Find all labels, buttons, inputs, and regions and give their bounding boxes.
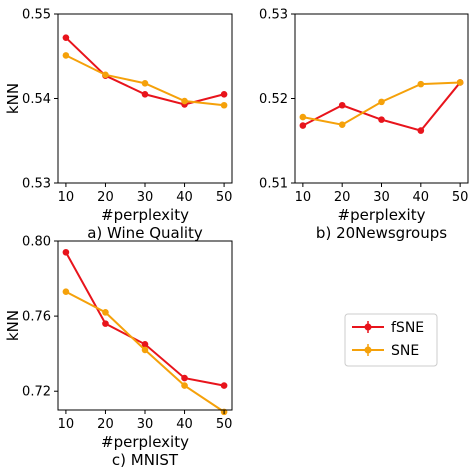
chart1-xtick-label-2: 30	[373, 190, 390, 205]
chart1-ytick-label-1: 0.52	[259, 92, 288, 107]
legend-marker-fsne	[364, 323, 372, 331]
chart0-xtick-label-1: 20	[97, 190, 114, 205]
chart2-ytick-label-1: 0.76	[22, 310, 51, 325]
chart2-xtick-label-0: 10	[58, 417, 75, 432]
chart1-point-sne-1	[338, 121, 346, 128]
chart2-point-fsne-2	[141, 340, 149, 348]
chart0-xlabel: #perplexity	[101, 206, 189, 224]
chart0-ytick-label-2: 0.55	[22, 8, 51, 23]
chart2-caption: c) MNIST	[112, 451, 179, 469]
chart0-xtick-label-3: 40	[176, 190, 193, 205]
chart1-point-sne-0	[299, 113, 307, 121]
legend-marker-sne	[364, 346, 372, 354]
chart2-point-sne-3	[181, 382, 188, 389]
chart0-point-sne-0	[62, 52, 70, 59]
legend-entry-sne: SNE	[352, 343, 419, 359]
chart1-point-fsne-2	[378, 116, 385, 123]
chart2-xtick-label-1: 20	[97, 417, 114, 432]
chart1-point-sne-3	[417, 80, 425, 88]
chart0-point-sne-1	[102, 71, 109, 79]
legend-label-sne: SNE	[391, 343, 419, 359]
chart1-point-sne-2	[378, 98, 385, 106]
chart1-point-fsne-1	[338, 101, 346, 109]
legend: fSNE SNE	[344, 313, 438, 367]
legend-label-fsne: fSNE	[391, 320, 424, 336]
chart1-ytick-label-0: 0.51	[259, 177, 288, 192]
chart1-xtick-label-4: 50	[452, 190, 469, 205]
chart2-ytick-label-2: 0.80	[22, 235, 51, 250]
chart2-xlabel: #perplexity	[101, 433, 189, 451]
chart1-ytick-label-2: 0.53	[259, 8, 288, 23]
chart0-point-fsne-0	[62, 34, 70, 41]
chart0-point-sne-3	[181, 97, 188, 105]
chart2-ylabel: kNN	[4, 310, 22, 341]
chart1-xtick-label-3: 40	[413, 190, 430, 205]
chart0-xtick-label-4: 50	[216, 190, 233, 205]
chart2-point-fsne-4	[220, 382, 228, 389]
chart1-caption: b) 20Newsgroups	[316, 224, 447, 242]
chart0-point-sne-4	[220, 101, 228, 109]
chart2-ytick-label-0: 0.72	[22, 385, 51, 400]
chart1-point-sne-4	[456, 79, 464, 86]
chart0-ytick-label-1: 0.54	[22, 92, 51, 107]
chart1-point-fsne-0	[299, 122, 307, 129]
chart0-ylabel: kNN	[4, 83, 22, 114]
chart2-line-fsne	[65, 251, 225, 387]
chart0-point-fsne-4	[220, 90, 228, 98]
chart0-point-sne-2	[141, 79, 149, 87]
chart1-xlabel: #perplexity	[338, 206, 426, 224]
chart2-point-fsne-1	[102, 320, 109, 327]
chart2-xtick-label-2: 30	[137, 417, 154, 432]
chart0-xtick-label-0: 10	[58, 190, 75, 205]
legend-entry-fsne: fSNE	[352, 320, 424, 336]
chart2-point-fsne-3	[181, 374, 188, 382]
chart0-ytick-label-0: 0.53	[22, 177, 51, 192]
chart1-point-fsne-3	[417, 127, 425, 134]
chart1-xtick-label-0: 10	[295, 190, 312, 205]
chart2-axes-frame	[57, 240, 233, 411]
chart0-caption: a) Wine Quality	[87, 224, 203, 242]
chart2-point-sne-0	[62, 288, 70, 296]
chart1-axes-frame	[294, 13, 469, 184]
chart2-point-fsne-0	[62, 248, 70, 256]
chart1-xtick-label-1: 20	[334, 190, 351, 205]
chart2-point-sne-1	[102, 309, 109, 316]
chart1-line-fsne	[302, 81, 461, 132]
chart2-point-sne-2	[141, 346, 149, 354]
chart0-xtick-label-2: 30	[137, 190, 154, 205]
chart2-xtick-label-4: 50	[216, 417, 233, 432]
chart2-xtick-label-3: 40	[176, 417, 193, 432]
chart0-point-fsne-2	[141, 90, 149, 98]
